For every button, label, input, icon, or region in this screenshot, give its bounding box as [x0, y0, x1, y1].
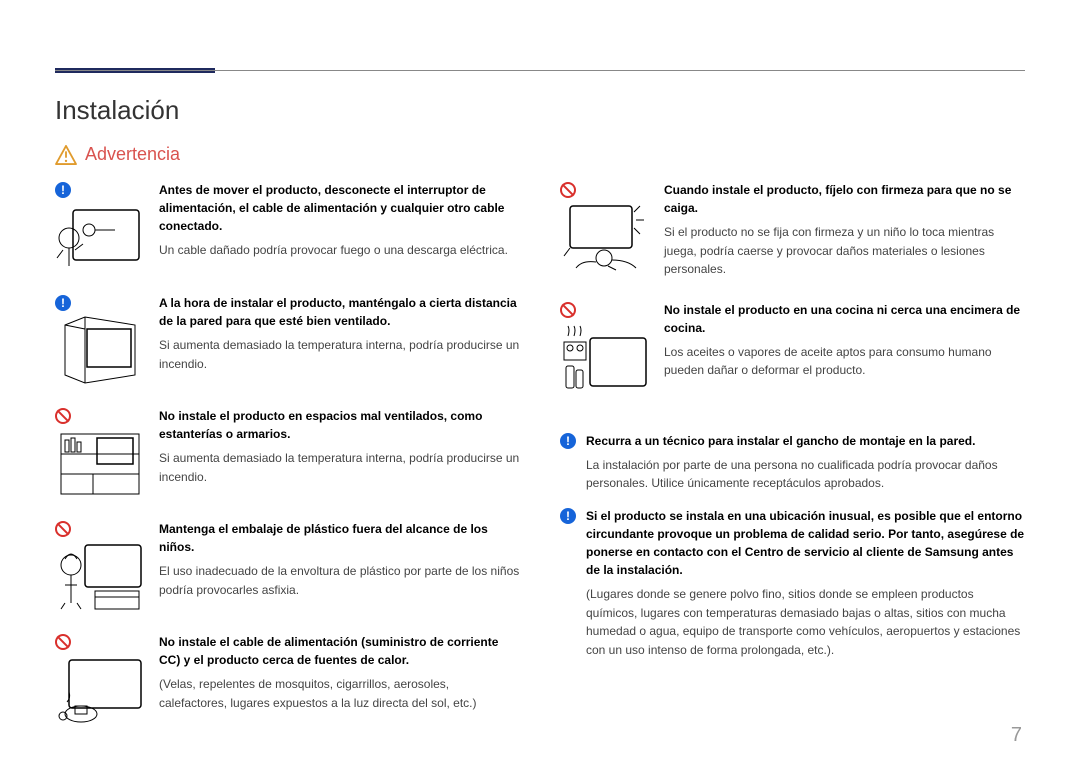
prohibit-icon: [560, 182, 576, 198]
safety-item: ! Antes de mover el producto, desconecte…: [55, 181, 520, 272]
item-body: (Velas, repelentes de mosquitos, cigarri…: [159, 675, 520, 712]
safety-item: ! A la hora de instalar el producto, man…: [55, 294, 520, 385]
page-title: Instalación: [55, 95, 1025, 126]
item-body: El uso inadecuado de la envoltura de plá…: [159, 562, 520, 599]
page-content: Instalación Advertencia ! Antes de mover…: [55, 95, 1025, 723]
safety-item: No instale el producto en espacios mal v…: [55, 407, 520, 498]
illustration-ventilation: [55, 315, 145, 385]
item-body: La instalación por parte de una persona …: [586, 456, 1025, 493]
illustration-heat: [55, 654, 145, 724]
warning-triangle-icon: [55, 145, 77, 165]
item-title: A la hora de instalar el producto, manté…: [159, 294, 520, 330]
info-icon: !: [560, 433, 576, 449]
illustration-shelf: [55, 428, 145, 498]
item-body: Un cable dañado podría provocar fuego o …: [159, 241, 520, 260]
left-column: ! Antes de mover el producto, desconecte…: [55, 181, 520, 746]
info-icon: !: [55, 182, 71, 198]
safety-item: No instale el cable de alimentación (sum…: [55, 633, 520, 724]
item-title: Recurra a un técnico para instalar el ga…: [586, 432, 1025, 450]
item-body: Si aumenta demasiado la temperatura inte…: [159, 449, 520, 486]
illustration-kitchen: [560, 322, 650, 392]
item-body: (Lugares donde se genere polvo fino, sit…: [586, 585, 1025, 659]
right-column: Cuando instale el producto, fíjelo con f…: [560, 181, 1025, 746]
item-title: No instale el producto en una cocina ni …: [664, 301, 1025, 337]
item-body: Los aceites o vapores de aceite aptos pa…: [664, 343, 1025, 380]
item-body: Si el producto no se fija con firmeza y …: [664, 223, 1025, 279]
item-title: No instale el cable de alimentación (sum…: [159, 633, 520, 669]
illustration-unplug: [55, 202, 145, 272]
illustration-fall: [560, 202, 650, 272]
info-icon: !: [55, 295, 71, 311]
info-icon: !: [560, 508, 576, 524]
illustration-child-plastic: [55, 541, 145, 611]
safety-item: Cuando instale el producto, fíjelo con f…: [560, 181, 1025, 279]
warning-label: Advertencia: [85, 144, 180, 165]
item-title: Mantenga el embalaje de plástico fuera d…: [159, 520, 520, 556]
item-body: Si aumenta demasiado la temperatura inte…: [159, 336, 520, 373]
item-title: Cuando instale el producto, fíjelo con f…: [664, 181, 1025, 217]
item-title: No instale el producto en espacios mal v…: [159, 407, 520, 443]
prohibit-icon: [55, 408, 71, 424]
warning-heading: Advertencia: [55, 144, 1025, 165]
item-title: Antes de mover el producto, desconecte e…: [159, 181, 520, 235]
safety-item: Mantenga el embalaje de plástico fuera d…: [55, 520, 520, 611]
prohibit-icon: [55, 521, 71, 537]
top-rule: [55, 70, 1025, 71]
prohibit-icon: [560, 302, 576, 318]
safety-item: No instale el producto en una cocina ni …: [560, 301, 1025, 392]
safety-item-inline: ! Recurra a un técnico para instalar el …: [560, 432, 1025, 493]
prohibit-icon: [55, 634, 71, 650]
page-number: 7: [1011, 724, 1022, 747]
content-columns: ! Antes de mover el producto, desconecte…: [55, 181, 1025, 746]
item-title: Si el producto se instala en una ubicaci…: [586, 507, 1025, 579]
safety-item-inline: ! Si el producto se instala en una ubica…: [560, 507, 1025, 659]
